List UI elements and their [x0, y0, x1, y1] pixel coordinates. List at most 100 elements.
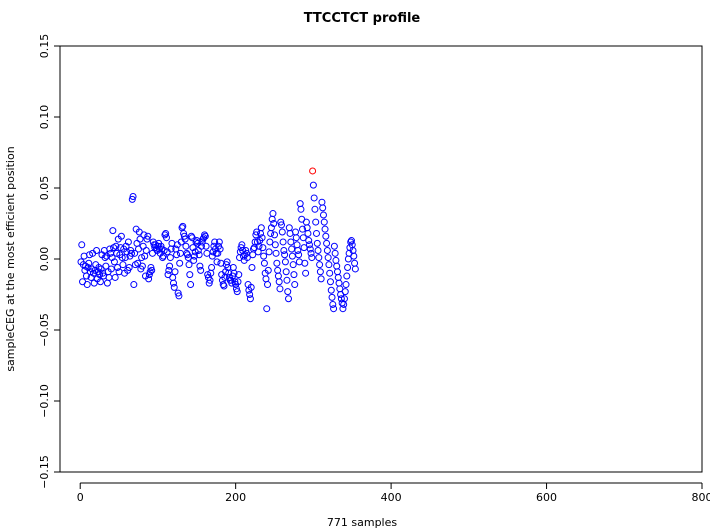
data-point — [102, 262, 110, 270]
data-point — [274, 272, 282, 280]
data-point — [103, 279, 111, 287]
x-tick-label: 800 — [692, 491, 710, 504]
data-point — [206, 276, 214, 284]
x-tick-label: 200 — [225, 491, 246, 504]
data-point — [330, 305, 338, 313]
data-point — [332, 256, 340, 264]
data-point — [281, 251, 289, 259]
data-point — [106, 245, 114, 253]
data-point — [275, 278, 283, 286]
data-point — [253, 228, 261, 236]
data-point — [186, 271, 194, 279]
data-point — [325, 261, 333, 269]
data-point — [144, 232, 152, 240]
data-point — [166, 254, 174, 262]
data-point — [278, 228, 286, 236]
data-point — [203, 249, 211, 257]
data-point — [117, 232, 125, 240]
data-point — [147, 264, 155, 272]
data-point — [342, 281, 350, 289]
data-point — [288, 245, 296, 253]
y-axis: −0.15 −0.10 −0.05 0.00 0.05 0.10 0.15 — [38, 34, 61, 489]
data-point — [314, 246, 322, 254]
data-point — [201, 232, 209, 240]
data-point — [291, 281, 299, 289]
data-point — [333, 268, 341, 276]
data-point — [246, 291, 254, 298]
data-point — [185, 261, 193, 269]
data-point — [247, 283, 255, 291]
data-point — [233, 288, 241, 296]
data-point — [83, 281, 91, 289]
data-point — [278, 221, 286, 229]
data-point — [297, 205, 305, 213]
data-point — [262, 275, 270, 283]
data-point — [109, 227, 117, 235]
data-point — [139, 242, 147, 250]
y-axis-label: sampleCEG at the most efficient position — [4, 146, 17, 371]
data-point — [146, 268, 154, 276]
data-point — [292, 234, 300, 242]
data-point — [227, 276, 235, 284]
data-point — [124, 238, 132, 246]
data-point — [327, 286, 335, 294]
data-point — [307, 249, 315, 257]
data-point — [328, 293, 336, 301]
data-point — [300, 244, 308, 252]
data-point — [295, 251, 303, 259]
data-point — [270, 220, 278, 227]
data-point — [119, 261, 127, 269]
data-point — [197, 242, 205, 250]
data-point — [234, 278, 242, 286]
data-point — [299, 234, 307, 242]
data-point — [231, 278, 239, 286]
data-point — [281, 258, 289, 266]
data-point — [316, 261, 324, 269]
data-point — [133, 239, 141, 247]
data-point — [323, 239, 331, 247]
data-point — [78, 241, 86, 249]
data-point — [107, 265, 115, 273]
data-point — [326, 278, 334, 286]
data-point — [315, 254, 323, 262]
data-point — [285, 224, 293, 232]
data-point — [230, 269, 238, 277]
data-point — [180, 232, 188, 240]
y-tick-label: −0.10 — [38, 384, 51, 418]
y-tick-label: 0.15 — [38, 34, 51, 59]
data-point — [302, 269, 310, 277]
data-point — [216, 245, 224, 253]
data-point — [125, 264, 133, 272]
data-point — [334, 273, 342, 281]
data-point — [202, 242, 210, 250]
data-point — [309, 181, 317, 189]
data-point — [162, 229, 170, 237]
data-point — [129, 193, 137, 201]
data-point — [350, 252, 358, 260]
data-point — [138, 262, 146, 270]
data-point — [329, 300, 337, 308]
data-point — [339, 305, 347, 313]
data-point — [243, 254, 251, 262]
data-point — [344, 264, 352, 272]
data-point — [182, 242, 190, 250]
data-point — [215, 238, 223, 246]
data-point — [232, 285, 240, 293]
data-point — [323, 246, 331, 254]
data-point — [282, 268, 290, 276]
data-point — [195, 251, 203, 259]
data-point — [312, 218, 320, 226]
data-point — [208, 264, 216, 272]
data-point — [105, 273, 113, 281]
data-point — [142, 246, 150, 254]
data-point — [259, 244, 267, 252]
data-point — [251, 238, 259, 246]
data-point — [170, 283, 178, 291]
data-point — [260, 259, 268, 267]
data-point — [343, 272, 351, 280]
x-axis: 0 200 400 600 800 — [77, 482, 710, 504]
data-point — [313, 239, 321, 247]
data-point — [320, 218, 328, 226]
data-point — [176, 259, 184, 267]
data-point — [179, 222, 187, 230]
